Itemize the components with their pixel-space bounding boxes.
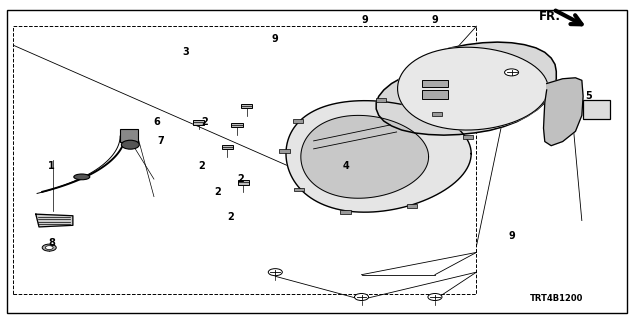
Ellipse shape [74, 174, 90, 180]
Bar [293, 119, 303, 123]
Polygon shape [376, 42, 556, 135]
Polygon shape [301, 116, 429, 198]
Bar [280, 149, 289, 153]
Circle shape [122, 140, 140, 149]
Circle shape [428, 293, 442, 300]
Text: 3: 3 [182, 47, 189, 57]
Bar [237, 180, 249, 185]
Circle shape [355, 293, 369, 300]
Bar [193, 120, 204, 124]
Bar [432, 112, 442, 116]
Bar [13, 26, 476, 294]
Polygon shape [397, 47, 548, 130]
Text: 9: 9 [431, 15, 438, 25]
Bar [221, 145, 233, 149]
Bar [422, 80, 448, 87]
Text: 2: 2 [237, 174, 244, 184]
Polygon shape [286, 101, 471, 212]
Bar [376, 99, 387, 102]
Text: 9: 9 [362, 15, 368, 25]
Bar [231, 123, 243, 127]
Bar [294, 188, 304, 191]
Text: 7: 7 [157, 136, 164, 146]
Text: 5: 5 [585, 91, 591, 101]
Text: 2: 2 [202, 117, 209, 127]
Text: TRT4B1200: TRT4B1200 [529, 294, 583, 303]
Polygon shape [36, 214, 73, 227]
Bar [340, 210, 351, 214]
Text: 2: 2 [198, 161, 205, 172]
Text: 6: 6 [154, 117, 161, 127]
Bar [583, 100, 610, 119]
Text: 9: 9 [508, 231, 515, 242]
Bar [422, 90, 448, 100]
Text: 2: 2 [227, 212, 234, 222]
Circle shape [268, 269, 282, 276]
Circle shape [504, 69, 518, 76]
Text: FR.: FR. [538, 10, 561, 23]
Text: 9: 9 [272, 34, 278, 44]
Text: 2: 2 [214, 187, 221, 197]
Text: 8: 8 [49, 238, 55, 248]
Text: 1: 1 [49, 161, 55, 172]
Bar [463, 135, 473, 139]
Bar [407, 204, 417, 208]
Circle shape [45, 246, 53, 250]
Bar [241, 104, 252, 108]
Bar [120, 129, 138, 142]
Polygon shape [543, 78, 583, 146]
Circle shape [42, 244, 56, 251]
Text: 4: 4 [342, 161, 349, 172]
